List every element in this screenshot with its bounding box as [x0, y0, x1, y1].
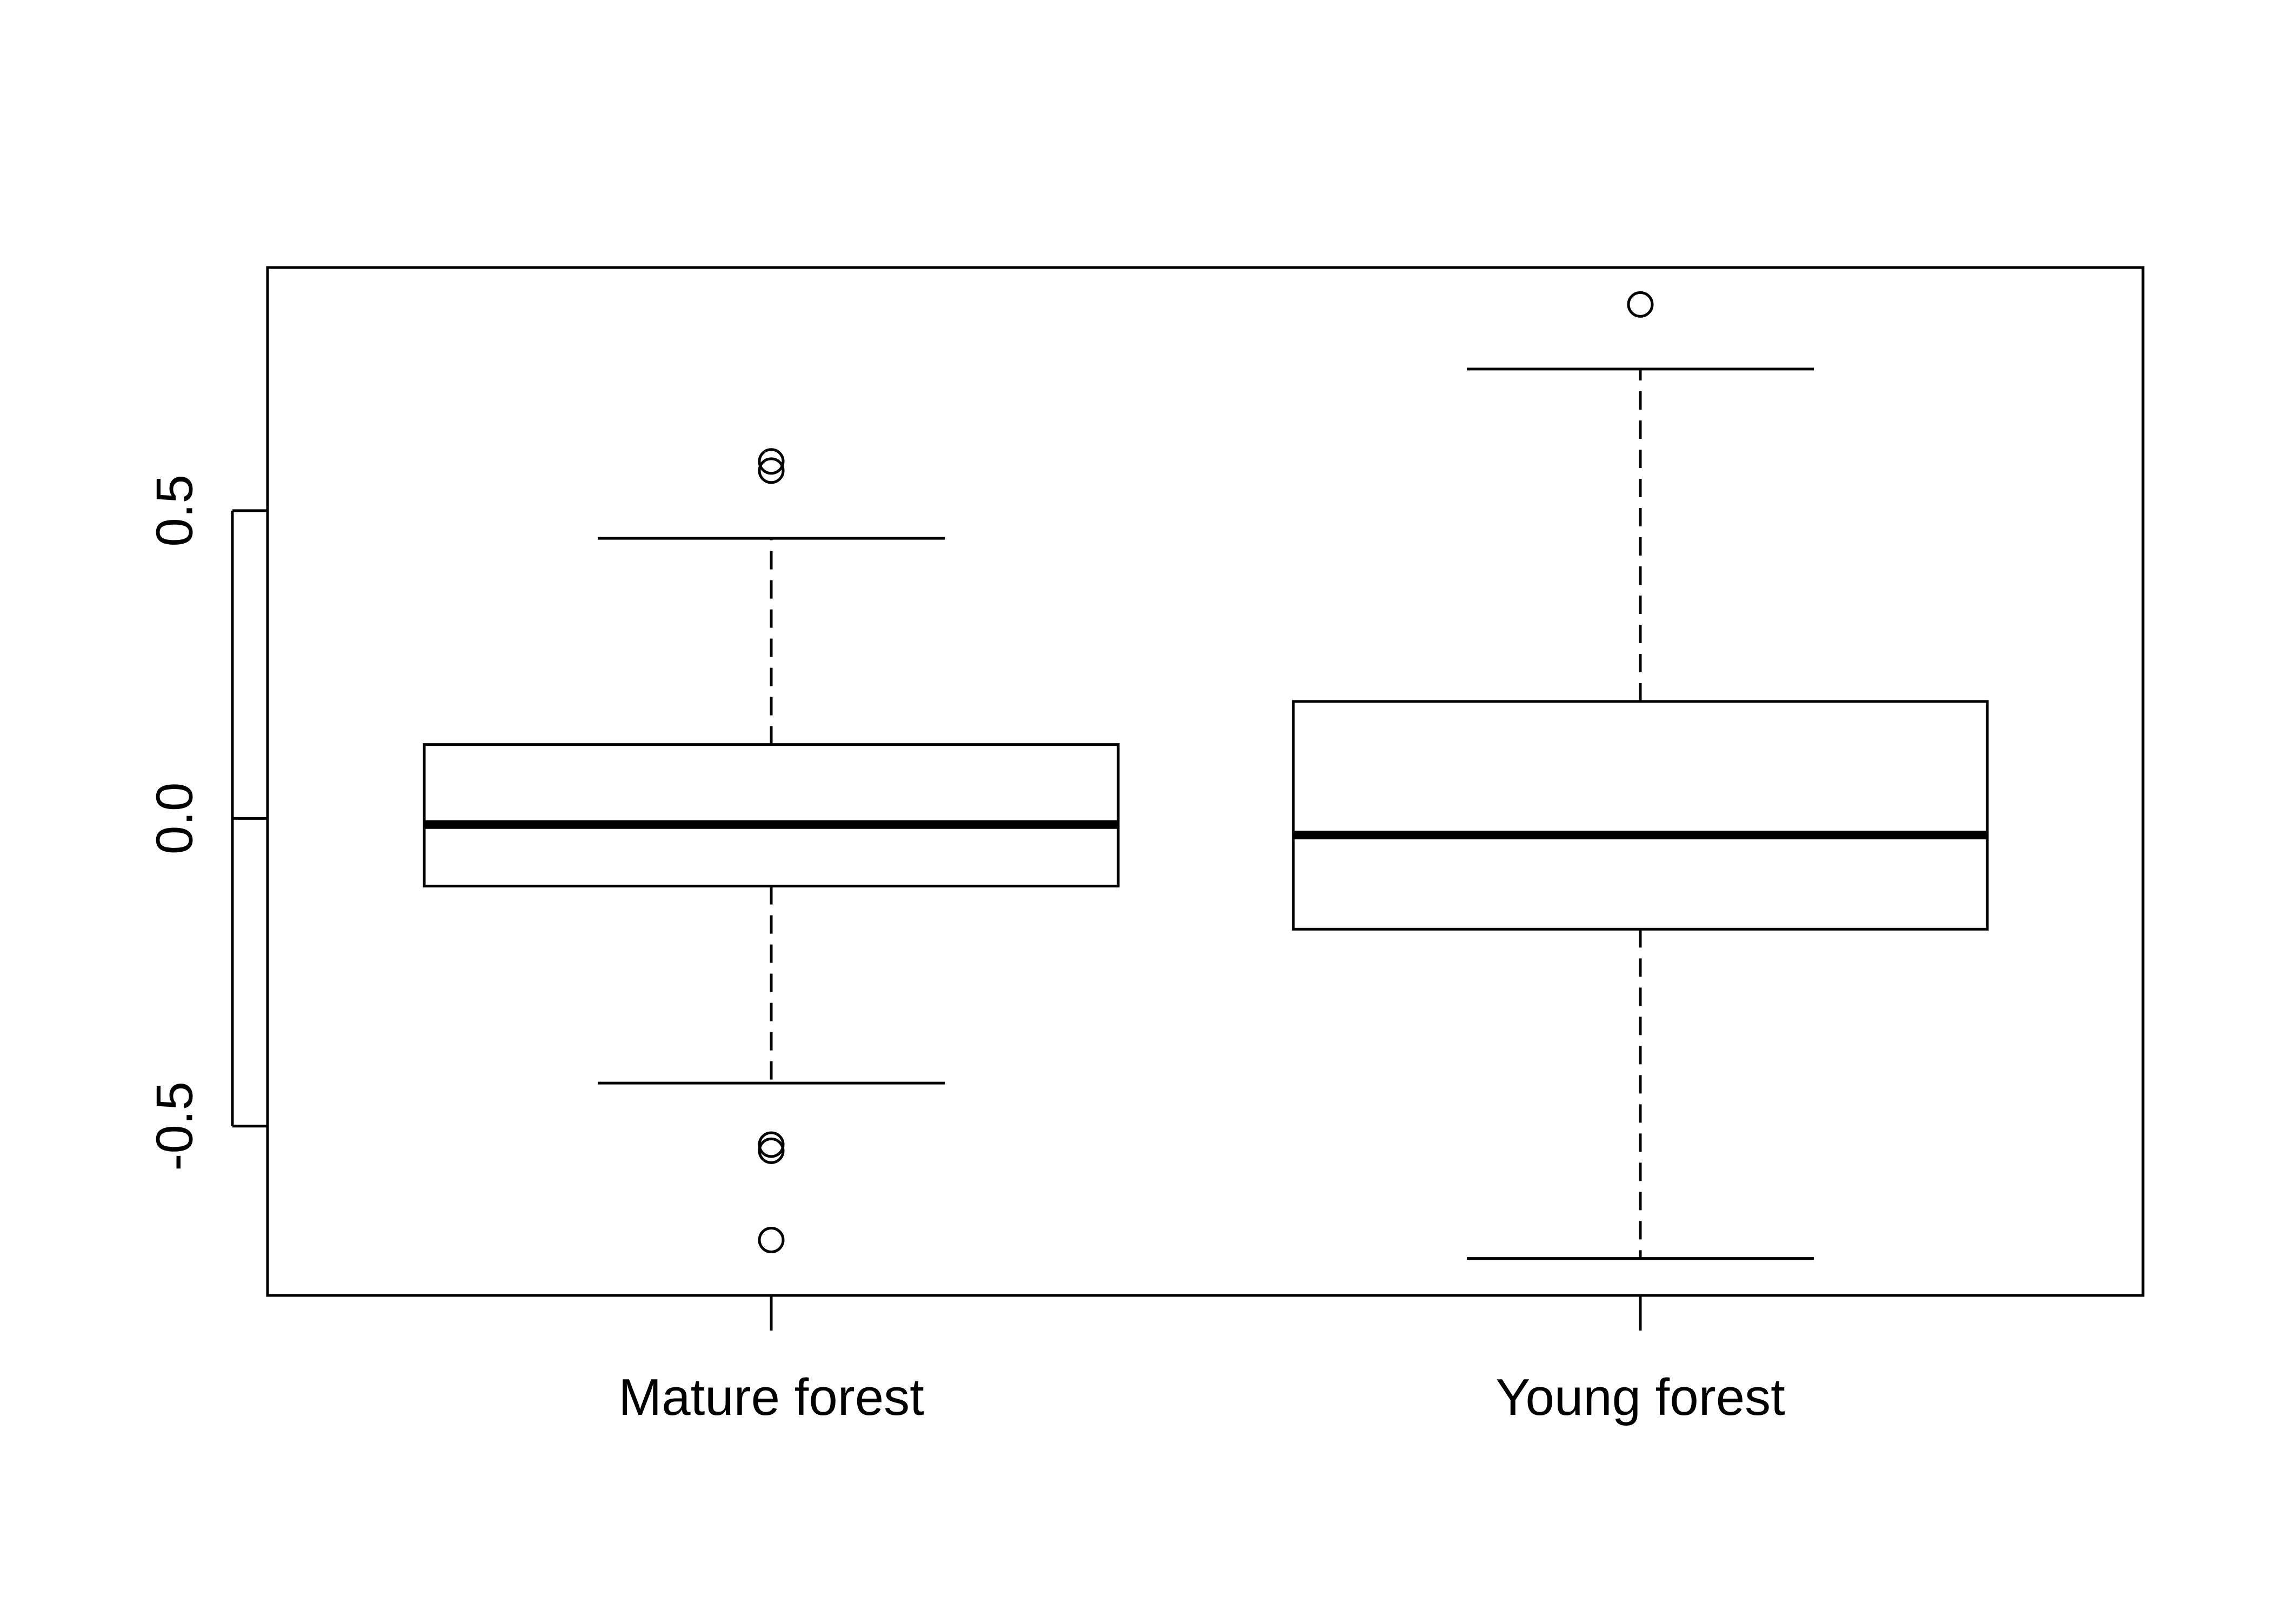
outlier-point [758, 457, 785, 484]
outlier-point [758, 1226, 785, 1253]
box-group [1292, 291, 1989, 1260]
boxes [423, 291, 1989, 1260]
y-tick-label: 0.5 [145, 474, 203, 546]
plot-frame [266, 266, 2145, 1297]
y-axis: -0.5 0.0 0.5 [145, 474, 268, 1171]
iqr-box [1292, 700, 1989, 931]
x-tick-label: Young forest [1495, 1368, 1785, 1426]
y-tick-label: 0.0 [145, 783, 203, 854]
outlier-point [758, 1137, 785, 1164]
outlier-point [758, 448, 785, 475]
box-group [423, 448, 1120, 1253]
x-tick-label: Mature forest [618, 1368, 924, 1426]
outlier-point [1627, 291, 1654, 318]
iqr-box [423, 743, 1120, 888]
x-axis: Mature forest Young forest [618, 1295, 1785, 1426]
outlier-point [758, 1131, 785, 1158]
y-tick-label: -0.5 [145, 1081, 203, 1171]
